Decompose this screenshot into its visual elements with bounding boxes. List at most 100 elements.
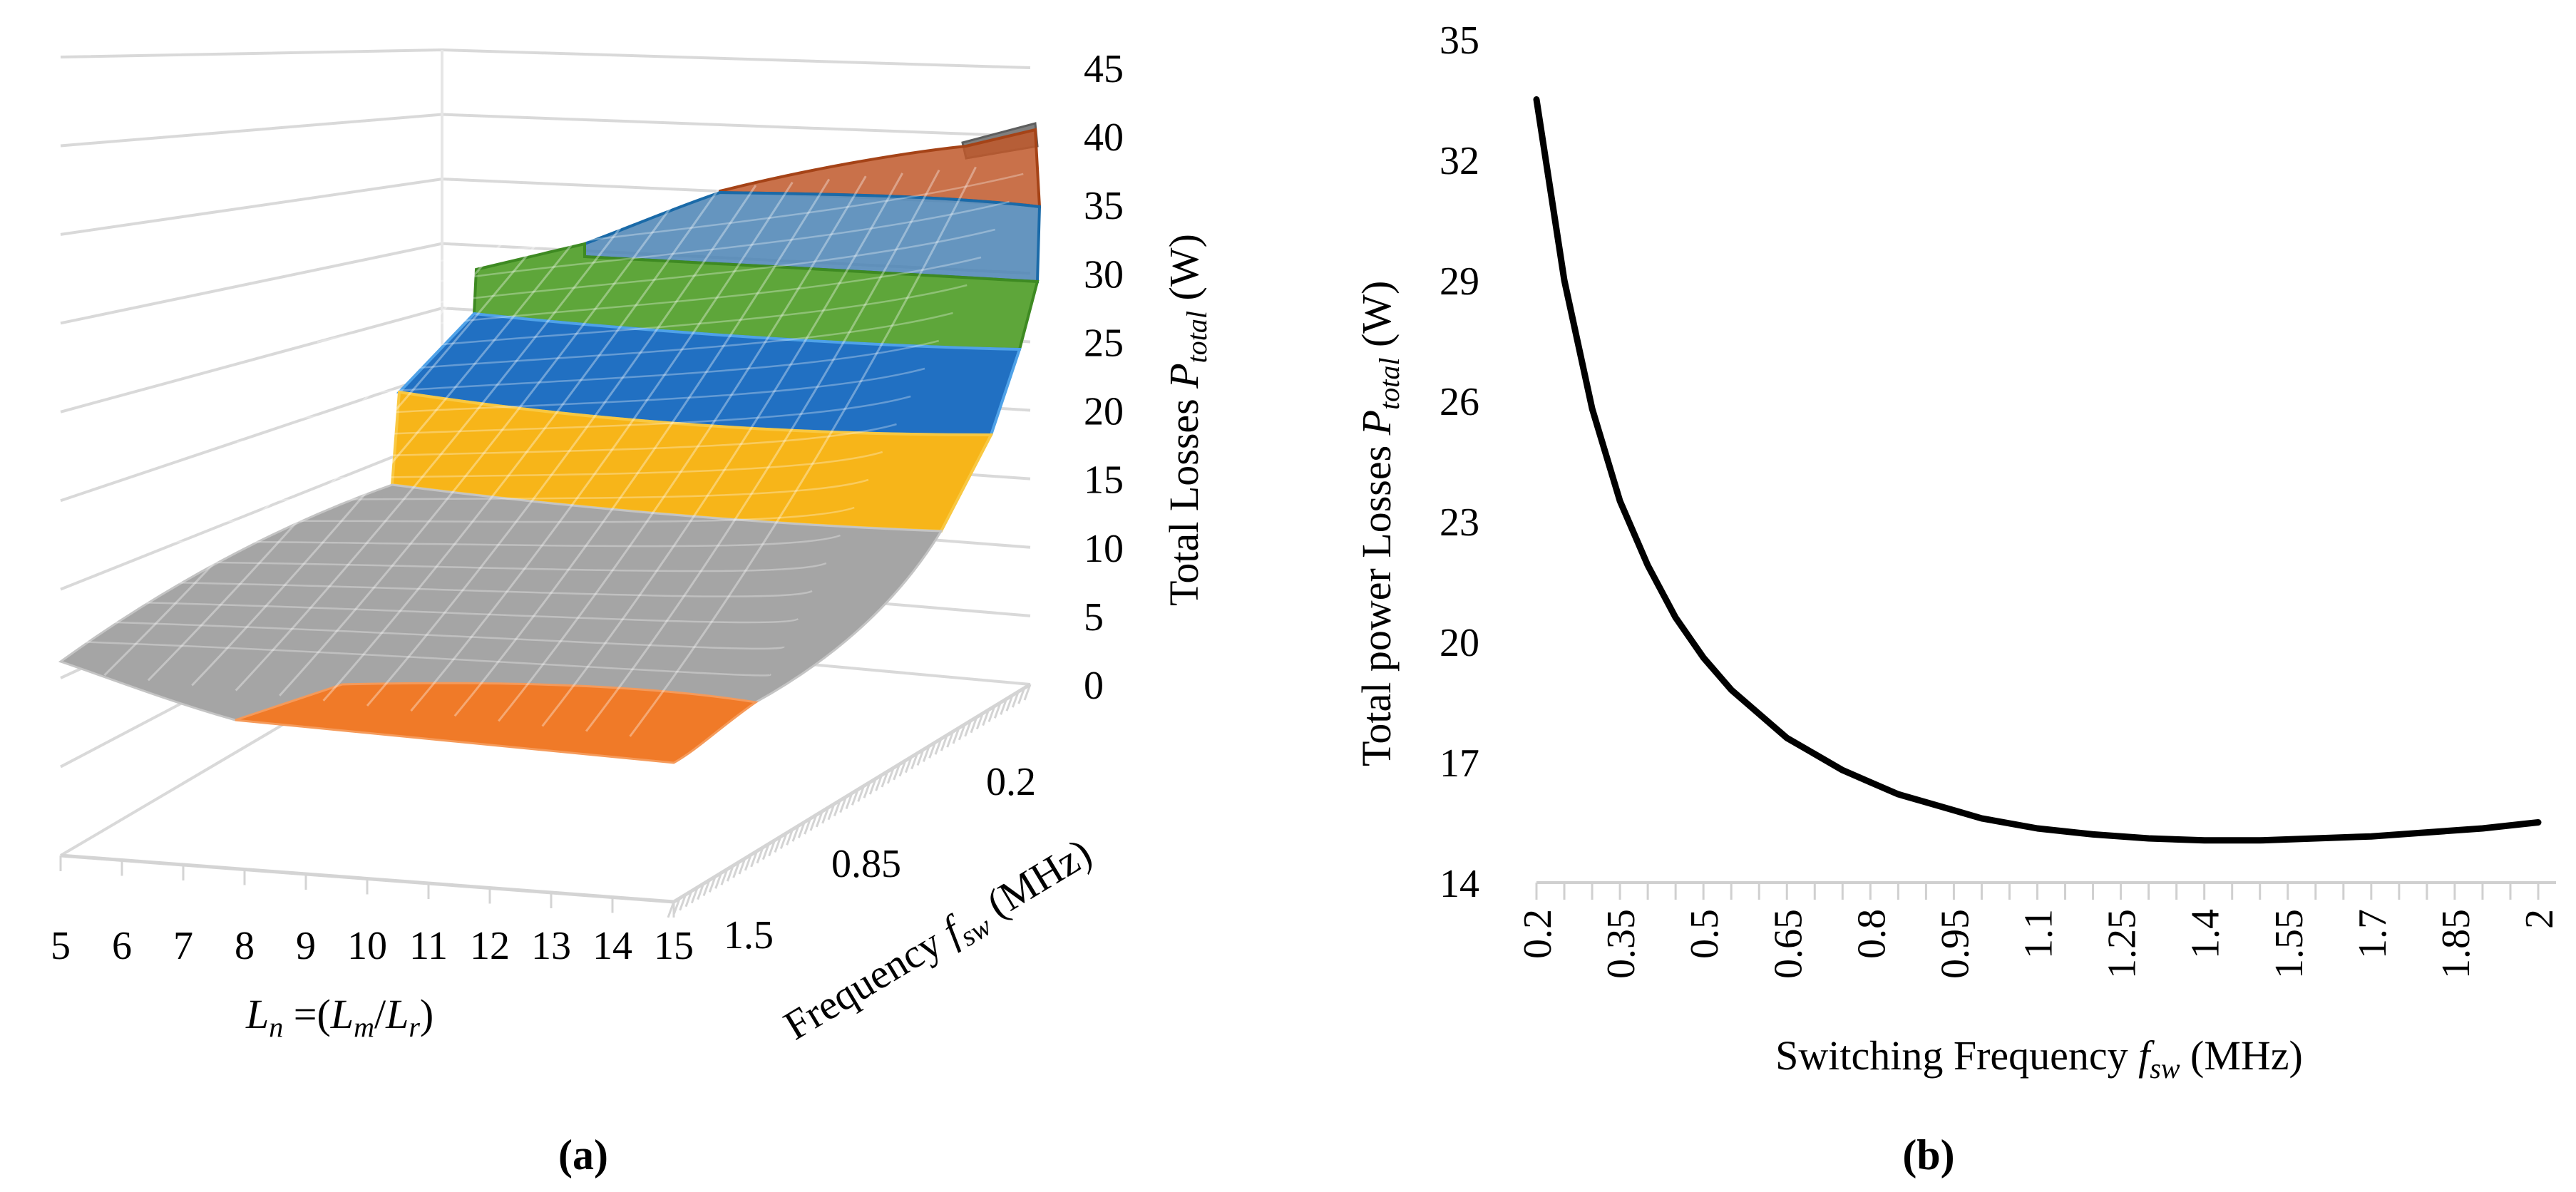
depth-tick-mark <box>750 851 759 868</box>
mesh-line <box>453 178 831 717</box>
panel-b-line-chart: 14 17 20 23 26 29 32 35 0.2 0.35 0.5 0.65 0.8 0.95 1.… <box>1353 19 2562 1178</box>
z-tick-label: 35 <box>1084 184 1124 228</box>
z-tick-label: 20 <box>1084 390 1124 434</box>
z-tick-label: 40 <box>1084 115 1124 160</box>
mesh-line <box>103 202 537 677</box>
y-tick-label: 17 <box>1440 741 1479 786</box>
ln-tick-label: 12 <box>470 924 510 968</box>
mesh-line <box>220 423 897 463</box>
mesh-line <box>585 169 940 732</box>
depth-tick-mark <box>756 847 764 864</box>
ln-tick-label: 7 <box>173 924 193 968</box>
depth-tick-mark <box>910 753 919 770</box>
depth-tick-mark <box>726 865 734 882</box>
ln-tick-label: 5 <box>51 924 71 968</box>
depth-tick-mark <box>1017 687 1026 704</box>
mesh-line <box>147 200 574 682</box>
depth-tick-mark <box>690 887 699 904</box>
x-tick-label: 2 <box>2518 909 2562 929</box>
depth-tick-mark <box>868 778 877 795</box>
x-tick-label: 1.25 <box>2100 909 2145 979</box>
depth-tick-mark <box>845 792 853 810</box>
mesh-line <box>301 284 968 364</box>
x-tick-label: 1.85 <box>2434 909 2478 979</box>
depth-tick-mark <box>679 894 687 911</box>
z-tick-label: 15 <box>1084 458 1124 503</box>
ln-tick-label: 13 <box>531 924 571 968</box>
depth-tick-mark <box>1000 698 1008 715</box>
z-tick-label: 5 <box>1084 595 1104 639</box>
depth-tick-mark <box>934 738 943 755</box>
panel-a-x-axis-label: Ln =(Lm/Lr) <box>245 991 433 1043</box>
depth-tick-label: 0.2 <box>986 760 1036 804</box>
depth-tick-mark <box>982 709 990 726</box>
depth-tick-mark <box>768 840 776 857</box>
ln-tick-label: 14 <box>592 924 632 968</box>
depth-tick-mark <box>738 858 746 875</box>
mesh-line <box>124 580 813 597</box>
y-tick-label: 29 <box>1440 260 1479 304</box>
mesh-line <box>140 560 827 572</box>
mesh-line <box>191 197 610 687</box>
depth-tick-mark <box>761 843 770 860</box>
mesh-line <box>76 640 771 677</box>
depth-tick-mark <box>928 741 937 759</box>
y-tick-label: 32 <box>1440 139 1479 183</box>
depth-tick-mark <box>987 705 996 723</box>
depth-tick-mark <box>744 854 752 871</box>
panel-b-x-minor-ticks <box>1535 883 2540 900</box>
panel-b-x-ticks: 0.2 0.35 0.5 0.65 0.8 0.95 1.1 1.25 1.4 1.55 1.7 1.… <box>1516 909 2562 979</box>
x-tick-label: 0.95 <box>1933 909 1977 979</box>
depth-tick-mark <box>857 785 866 802</box>
depth-tick-mark <box>815 811 823 828</box>
mesh-line <box>269 339 940 404</box>
depth-tick-mark <box>720 868 729 885</box>
mesh-line <box>173 506 855 523</box>
depth-tick-mark <box>898 760 907 777</box>
depth-tick-mark <box>851 788 859 806</box>
x-tick-label: 1.1 <box>2017 909 2061 959</box>
depth-tick-mark <box>809 814 818 831</box>
depth-tick-mark <box>774 836 782 853</box>
mesh-line <box>252 367 925 423</box>
depth-tick-mark <box>732 861 741 878</box>
depth-tick-mark <box>779 832 788 849</box>
mesh-line <box>317 256 982 344</box>
x-tick-label: 1.4 <box>2184 909 2228 959</box>
panel-a-label: (a) <box>558 1131 608 1178</box>
depth-tick-mark <box>946 731 955 748</box>
depth-tick-mark <box>827 803 836 821</box>
surface-band-0-5 <box>235 682 759 764</box>
panel-b-series-line <box>1533 96 2542 844</box>
depth-tick-mark <box>714 872 723 889</box>
depth-tick-mark <box>970 716 978 734</box>
panel-a-depth-axis-ticks: 0.2 0.85 1.5 <box>667 684 1036 957</box>
z-tick-label: 10 <box>1084 527 1124 571</box>
depth-tick-mark <box>804 818 812 835</box>
panel-b-y-axis-label: Total power Losses Ptotal (W) <box>1353 281 1405 766</box>
mesh-line <box>498 175 867 722</box>
depth-tick-mark <box>893 764 901 781</box>
panel-a-z-axis-label: Total Losses Ptotal (W) <box>1161 234 1213 606</box>
mesh-line <box>156 534 841 548</box>
y-tick-label: 26 <box>1440 380 1479 424</box>
depth-tick-mark <box>702 879 711 897</box>
z-tick-label: 30 <box>1084 252 1124 297</box>
y-tick-label: 23 <box>1440 500 1479 545</box>
mesh-line <box>205 451 883 483</box>
panel-b-x-axis-label: Switching Frequency fsw (MHz) <box>1775 1032 2303 1084</box>
depth-tick-mark <box>964 720 973 737</box>
depth-tick-label: 0.85 <box>831 842 901 886</box>
depth-tick-mark <box>833 800 841 817</box>
mesh-line <box>410 181 794 712</box>
ln-tick-label: 10 <box>347 924 387 968</box>
depth-tick-mark <box>672 898 681 915</box>
mesh-line <box>188 478 869 503</box>
depth-tick-label: 1.5 <box>724 913 774 957</box>
x-tick-label: 0.35 <box>1599 909 1643 979</box>
y-tick-label: 35 <box>1440 19 1479 63</box>
depth-tick-mark <box>975 713 984 730</box>
depth-tick-mark <box>791 825 800 842</box>
